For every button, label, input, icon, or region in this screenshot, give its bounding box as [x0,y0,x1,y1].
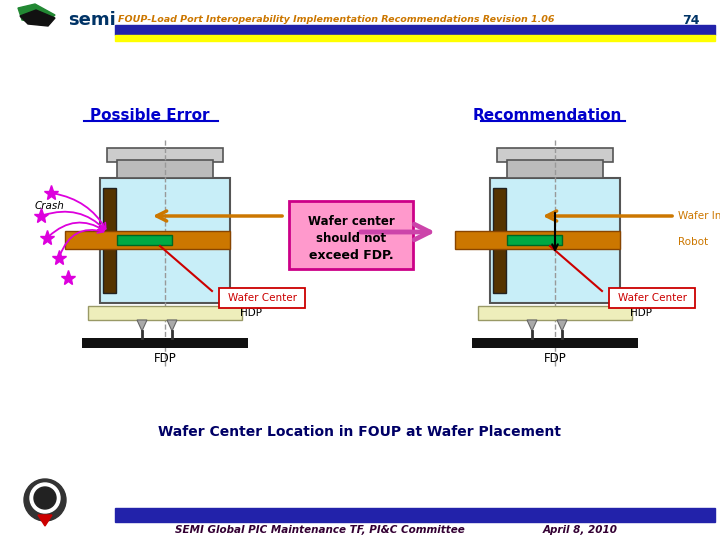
Bar [490,178,620,303]
Text: 74: 74 [683,14,700,26]
Bar [82,338,248,348]
Text: Wafer Center Location in FOUP at Wafer Placement: Wafer Center Location in FOUP at Wafer P… [158,425,562,439]
Text: HDP: HDP [240,308,262,318]
Polygon shape [18,4,55,24]
Polygon shape [167,320,177,331]
Bar [65,231,230,249]
Text: SEMI Global PIC Maintenance TF, PI&C Committee: SEMI Global PIC Maintenance TF, PI&C Com… [175,525,465,535]
Bar [115,25,715,35]
Bar [455,231,620,249]
Text: FDP: FDP [544,352,567,365]
Text: Wafer center: Wafer center [307,215,395,228]
Bar [100,178,230,303]
Bar [115,35,715,41]
Bar [103,188,116,293]
Text: Crash: Crash [35,201,65,211]
Text: semi: semi [68,11,116,29]
FancyBboxPatch shape [219,288,305,308]
Text: HDP: HDP [630,308,652,318]
Bar [507,160,603,178]
Text: Recommendation: Recommendation [472,109,621,124]
Bar [478,306,632,320]
Text: Wafer Insert: Wafer Insert [288,211,352,221]
Bar [507,235,562,245]
Bar [493,188,506,293]
Polygon shape [137,320,147,331]
Ellipse shape [24,479,66,521]
Bar [107,148,223,162]
Text: Robot: Robot [288,237,318,247]
Polygon shape [557,320,567,331]
Text: Possible Error: Possible Error [90,109,210,124]
Text: should not: should not [316,232,386,245]
Text: Robot: Robot [678,237,708,247]
Text: Wafer Insert: Wafer Insert [678,211,720,221]
Text: exceed FDP.: exceed FDP. [309,249,393,262]
Text: FOUP-Load Port Interoperability Implementation Recommendations Revision 1.06: FOUP-Load Port Interoperability Implemen… [118,16,554,24]
Bar [117,235,172,245]
Polygon shape [527,320,537,331]
FancyBboxPatch shape [609,288,695,308]
Text: FDP: FDP [153,352,176,365]
Text: Wafer Center: Wafer Center [228,293,297,303]
FancyBboxPatch shape [289,201,413,269]
Bar [115,508,715,522]
Bar [472,338,638,348]
Polygon shape [38,515,52,526]
Text: Wafer Center: Wafer Center [618,293,686,303]
Text: April 8, 2010: April 8, 2010 [542,525,618,535]
Polygon shape [20,10,55,26]
Bar [497,148,613,162]
Ellipse shape [30,483,60,513]
Bar [88,306,242,320]
Bar [117,160,213,178]
Ellipse shape [34,487,56,509]
